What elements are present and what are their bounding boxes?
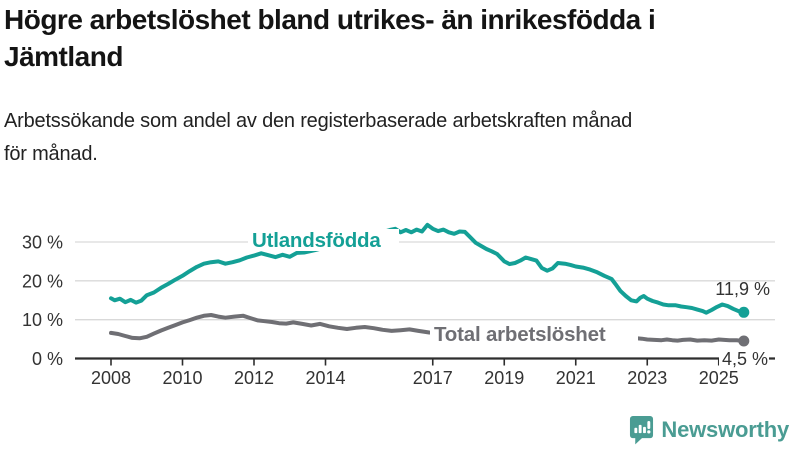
chart-subtitle-line-1: Arbetssökande som andel av den registerb… (4, 110, 633, 132)
page-title: Högre arbetslöshet bland utrikes- än inr… (4, 1, 796, 75)
series-end-value-total: 4,5 % (722, 349, 768, 369)
series-label-mask-utlandsfodda (248, 229, 399, 251)
series-label-mask-total (430, 323, 638, 344)
newsworthy-logo-text: Newsworthy (661, 417, 789, 442)
newsworthy-logo-icon (630, 416, 654, 445)
newsworthy-logo: Newsworthy (629, 415, 789, 445)
y-tick-label: 30 % (22, 233, 63, 253)
x-tick-label: 2014 (305, 368, 345, 388)
x-tick-label: 2017 (413, 368, 453, 388)
page-title-line-1: Högre arbetslöshet bland utrikes- än inr… (4, 4, 656, 35)
x-tick-label: 2019 (484, 368, 524, 388)
chart-subtitle-line-2: för månad. (4, 143, 98, 165)
x-tick-label: 2012 (234, 368, 274, 388)
y-tick-label: 0 % (32, 349, 63, 369)
x-tick-label: 2021 (556, 368, 596, 388)
series-line-total (109, 313, 746, 343)
series-label-total: Total arbetslöshet (434, 323, 606, 346)
series-end-dot-utlandsfodda (738, 306, 750, 318)
series-label-utlandsfodda: Utlandsfödda (252, 229, 381, 252)
chart-subtitle: Arbetssökande som andel av den registerb… (4, 105, 784, 171)
x-tick-label: 2023 (627, 368, 667, 388)
end-label-mask-total (719, 351, 769, 367)
series-end-value-utlandsfodda: 11,9 % (715, 279, 770, 299)
series-line-utlandsfodda (109, 222, 746, 315)
series-end-dot-total (738, 335, 750, 347)
x-tick-label: 2025 (699, 368, 739, 388)
x-tick-label: 2010 (162, 368, 202, 388)
page-title-line-2: Jämtland (4, 41, 123, 72)
y-tick-label: 20 % (22, 271, 63, 291)
x-tick-label: 2008 (91, 368, 131, 388)
y-tick-label: 10 % (22, 310, 63, 330)
